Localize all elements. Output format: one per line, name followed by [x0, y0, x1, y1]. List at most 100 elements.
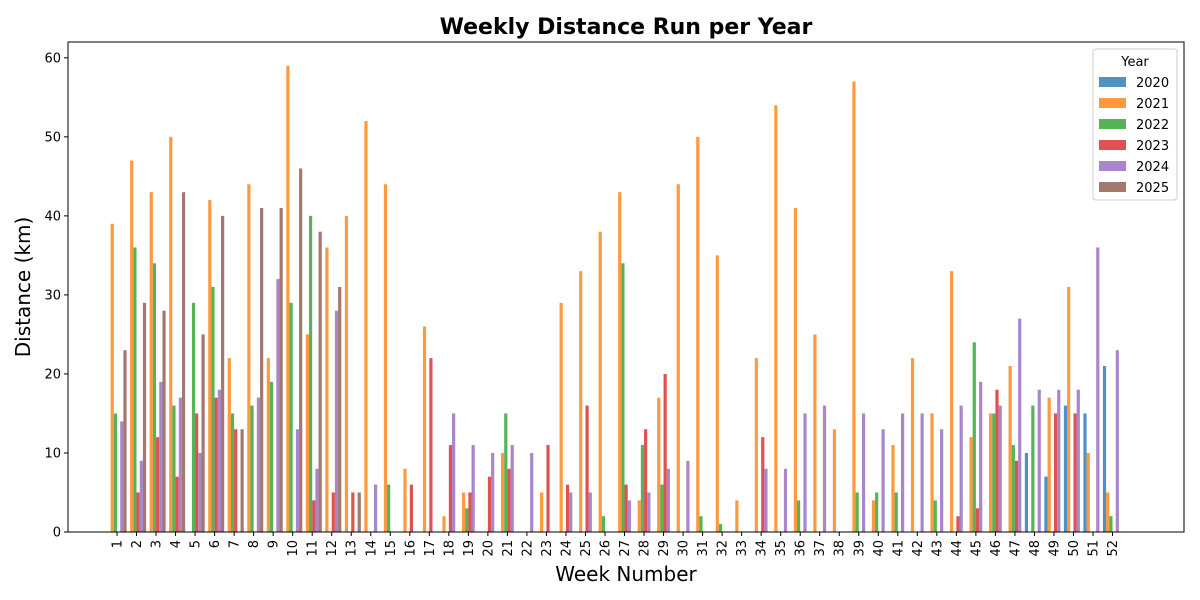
bar-2021-week-6 — [208, 200, 212, 532]
y-axis-ticks: 0 10 20 30 40 50 60 — [44, 51, 68, 541]
bar-2023-week-19 — [468, 492, 472, 532]
bar-2022-week-52 — [1109, 516, 1113, 532]
bar-2022-week-46 — [992, 413, 996, 532]
bar-2021-week-19 — [461, 492, 466, 532]
bar-2020-week-51 — [1083, 413, 1087, 532]
y-tick-label: 60 — [44, 51, 61, 66]
bar-2020-week-50 — [1063, 405, 1068, 532]
x-tick-label: 10 — [286, 540, 301, 557]
bar-2021-week-33 — [735, 500, 739, 532]
legend-label-2024: 2024 — [1136, 160, 1169, 175]
bar-2021-week-1 — [110, 223, 114, 532]
bar-2021-week-44 — [949, 271, 954, 532]
x-tick-label: 16 — [403, 540, 418, 557]
bar-2023-week-29 — [663, 373, 667, 532]
x-tick-label: 27 — [618, 540, 633, 557]
bar-2021-week-26 — [598, 231, 602, 532]
bar-2024-week-51 — [1096, 247, 1100, 533]
bar-2021-week-39 — [852, 81, 856, 533]
x-tick-label: 45 — [969, 540, 984, 557]
bar-2021-week-23 — [540, 492, 544, 532]
x-tick-label: 43 — [930, 540, 945, 557]
bar-2024-week-22 — [530, 452, 534, 532]
bar-2024-week-29 — [666, 468, 670, 532]
bar-2021-week-3 — [149, 192, 153, 532]
bar-2021-week-27 — [618, 192, 622, 532]
x-tick-label: 52 — [1106, 540, 1121, 557]
bar-2024-week-36 — [803, 413, 807, 532]
bar-2022-week-19 — [465, 508, 469, 532]
y-tick-label: 30 — [44, 288, 61, 303]
bar-2022-week-8 — [250, 405, 254, 532]
x-tick-label: 3 — [150, 540, 165, 548]
bar-2025-week-5 — [201, 334, 205, 532]
x-tick-label: 46 — [989, 540, 1004, 557]
bar-2021-week-8 — [247, 184, 251, 532]
x-tick-label: 8 — [247, 540, 262, 548]
bar-2024-week-50 — [1076, 389, 1080, 532]
legend-label-2020: 2020 — [1136, 76, 1169, 91]
bar-2025-week-1 — [123, 350, 127, 532]
bar-2023-week-45 — [975, 508, 980, 532]
bar-2021-week-12 — [325, 247, 329, 533]
bar-2021-week-38 — [832, 429, 837, 532]
bar-2022-week-32 — [718, 524, 723, 532]
x-tick-label: 39 — [852, 540, 867, 557]
bar-2022-week-28 — [640, 445, 645, 532]
x-tick-label: 21 — [501, 540, 516, 557]
x-tick-label: 13 — [345, 540, 360, 557]
bar-2024-week-8 — [256, 397, 261, 532]
bar-2021-week-15 — [383, 184, 388, 532]
bar-2024-week-11 — [315, 468, 319, 532]
bar-2023-week-28 — [644, 429, 648, 532]
bar-2024-week-18 — [452, 413, 456, 532]
bar-2023-week-23 — [546, 445, 550, 532]
bar-2023-week-46 — [995, 389, 999, 532]
x-tick-label: 1 — [111, 540, 126, 548]
bar-2023-week-16 — [409, 484, 413, 532]
bar-2022-week-39 — [855, 492, 859, 532]
y-tick-label: 50 — [44, 130, 61, 145]
bar-2023-week-25 — [585, 405, 589, 532]
bar-2023-week-11 — [312, 500, 316, 532]
bar-2021-week-43 — [930, 413, 934, 532]
legend-swatch-2021 — [1099, 98, 1126, 108]
bar-2024-week-3 — [159, 381, 163, 532]
bar-2024-week-2 — [139, 460, 143, 532]
bar-2024-week-42 — [920, 413, 924, 532]
legend-label-2022: 2022 — [1136, 118, 1169, 133]
legend-label-2025: 2025 — [1136, 181, 1169, 196]
bar-2021-week-16 — [403, 468, 407, 532]
x-tick-label: 40 — [872, 540, 887, 557]
bar-2021-week-21 — [501, 452, 505, 532]
bar-2025-week-7 — [240, 429, 244, 532]
x-tick-label: 48 — [1028, 540, 1043, 557]
bar-2021-week-17 — [422, 326, 427, 532]
bar-2021-week-47 — [1008, 366, 1012, 532]
x-tick-label: 41 — [891, 540, 906, 557]
bar-2022-week-3 — [152, 263, 157, 532]
bar-2023-week-6 — [214, 397, 218, 532]
x-tick-label: 18 — [442, 540, 457, 557]
x-tick-label: 2 — [130, 540, 145, 548]
bar-2023-week-44 — [956, 516, 960, 532]
bar-2021-week-37 — [813, 334, 817, 532]
bar-2023-week-50 — [1073, 413, 1077, 532]
bar-2024-week-46 — [998, 405, 1002, 532]
bar-2023-week-4 — [175, 476, 179, 532]
y-tick-label: 0 — [53, 526, 61, 541]
x-tick-label: 33 — [735, 540, 750, 557]
x-tick-label: 12 — [325, 540, 340, 557]
bar-2021-week-25 — [579, 271, 583, 532]
bar-2024-week-39 — [861, 413, 866, 532]
bar-2022-week-2 — [133, 247, 137, 533]
bar-2024-week-14 — [373, 484, 378, 532]
bar-2024-week-49 — [1057, 389, 1061, 532]
bar-2021-week-51 — [1086, 452, 1090, 532]
x-tick-label: 49 — [1047, 540, 1062, 557]
bar-2024-week-21 — [510, 445, 514, 532]
x-tick-label: 28 — [638, 540, 653, 557]
x-tick-label: 14 — [364, 540, 379, 557]
bar-2024-week-30 — [686, 460, 690, 532]
